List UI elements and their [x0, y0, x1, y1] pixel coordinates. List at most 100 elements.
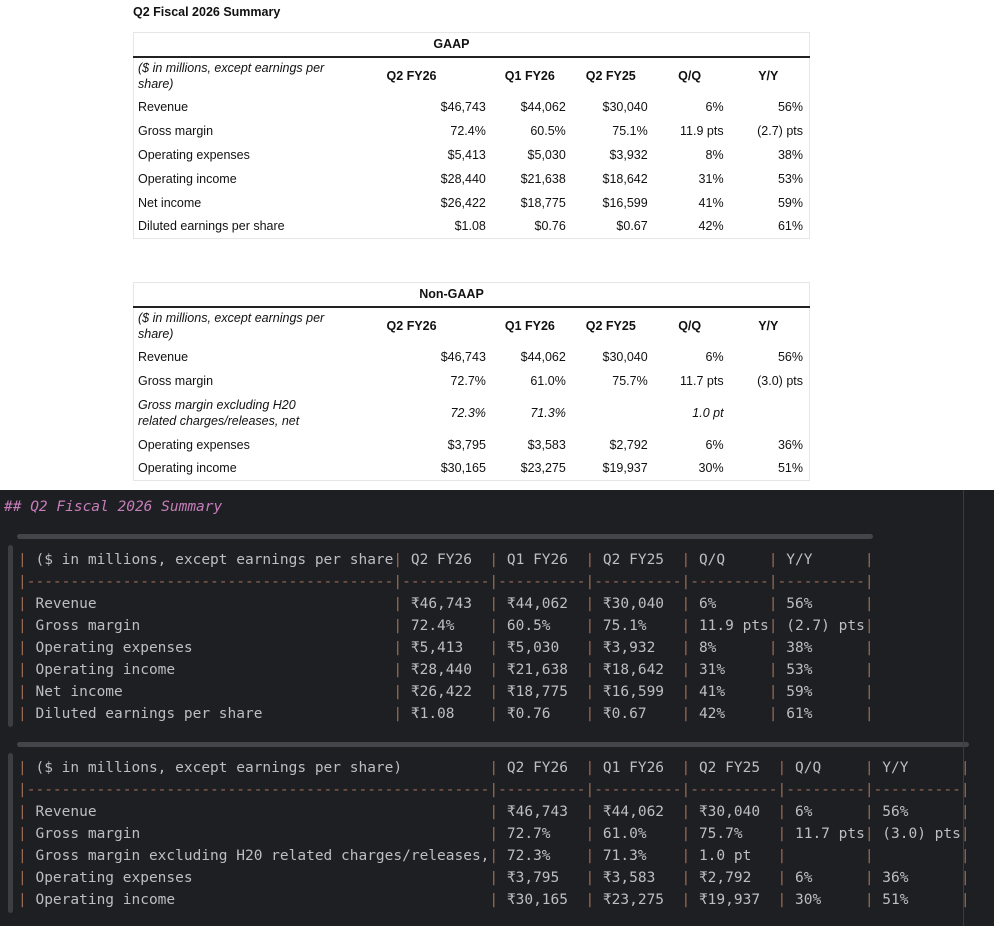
- cell-text: Y/Y: [777, 552, 865, 568]
- table-row: Operating expenses $3,795 $3,583 $2,792 6% 36…: [134, 433, 810, 457]
- cell-value: $1.08: [454, 219, 486, 234]
- pipe: |: [18, 760, 27, 776]
- cell-text: Q2 FY25: [594, 552, 682, 568]
- cell-text: Operating income: [26, 662, 394, 678]
- column-header: Q1 FY26: [504, 69, 555, 83]
- blank-cell: [651, 282, 730, 308]
- pipe: |: [489, 574, 499, 590]
- cell-text: ₹46,743: [498, 804, 586, 820]
- table-row: | Diluted earnings per share | ₹1.08 | ₹…: [18, 703, 874, 725]
- cell-value: 75.1%: [612, 123, 648, 138]
- pipe: |: [489, 870, 499, 886]
- cell-text: (3.0) pts: [873, 826, 961, 842]
- cell-text: 11.7 pts: [786, 826, 865, 842]
- pipe: |: [864, 618, 874, 634]
- cell-value: $46,743: [440, 99, 486, 114]
- cell-value: $30,040: [602, 349, 648, 364]
- column-header: Q/Q: [678, 69, 702, 83]
- separator: ----------: [873, 782, 961, 798]
- pipe: |: [18, 782, 27, 798]
- pipe: |: [393, 640, 403, 656]
- cell-text: ₹3,795: [498, 870, 586, 886]
- section-title: GAAP: [333, 32, 570, 58]
- cell-value: 59%: [777, 195, 803, 210]
- cell-value: $3,932: [609, 147, 648, 162]
- pipe: |: [777, 870, 787, 886]
- cell-value: 51%: [777, 461, 803, 476]
- pipe: |: [864, 684, 874, 700]
- cell-text: 41%: [690, 684, 769, 700]
- cell-value: (3.0) pts: [757, 373, 803, 388]
- cell-text: [786, 845, 865, 867]
- cell-text: ($ in millions, except earnings per shar…: [26, 760, 490, 776]
- cell-value: 31%: [698, 171, 724, 186]
- separator: ----------: [498, 574, 586, 590]
- pipe: |: [681, 848, 691, 864]
- pipe: |: [960, 782, 970, 798]
- cell-text: 6%: [786, 870, 865, 886]
- row-label: Revenue: [138, 349, 189, 364]
- pipe: |: [18, 870, 27, 886]
- row-label: Gross margin excluding H20 related charg…: [138, 397, 300, 428]
- pipe: |: [681, 804, 691, 820]
- pipe: |: [393, 596, 403, 612]
- pipe: |: [681, 706, 691, 722]
- cell-text: 38%: [777, 640, 865, 656]
- column-header-row: ($ in millions, except earnings per shar…: [134, 307, 810, 345]
- pipe: |: [489, 892, 499, 908]
- pipe: |: [489, 848, 499, 864]
- cell-text: Operating expenses: [26, 870, 490, 886]
- cell-value: 61.0%: [530, 373, 566, 388]
- separator: ----------: [594, 574, 682, 590]
- cell-text: Q2 FY25: [690, 760, 778, 776]
- pipe: |: [768, 618, 778, 634]
- pipe: |: [777, 892, 787, 908]
- cell-value: 8%: [705, 147, 724, 162]
- cell-value: 60.5%: [530, 123, 566, 138]
- row-label: Operating expenses: [138, 437, 250, 452]
- pipe: |: [393, 574, 403, 590]
- cell-value: 75.7%: [612, 373, 648, 388]
- separator: ---------: [786, 782, 865, 798]
- pipe: |: [864, 640, 874, 656]
- pipe: |: [777, 782, 787, 798]
- pipe: |: [777, 848, 787, 864]
- pipe: |: [18, 684, 27, 700]
- table-toolbar: [17, 742, 969, 747]
- cell-value: 61%: [777, 219, 803, 234]
- column-header: Q2 FY26: [386, 69, 437, 83]
- cell-value: 56%: [777, 349, 803, 364]
- pipe: |: [585, 618, 595, 634]
- row-label: Net income: [138, 195, 202, 210]
- pipe: |: [393, 662, 403, 678]
- cell-text: 75.7%: [690, 826, 778, 842]
- pipe: |: [18, 804, 27, 820]
- cell-text: 75.1%: [594, 618, 682, 634]
- cell-text: Gross margin: [26, 618, 394, 634]
- separator: ----------: [777, 574, 865, 590]
- table-row: Net income $26,422 $18,775 $16,599 41% 59%: [134, 191, 810, 215]
- cell-value: 36%: [777, 437, 803, 452]
- blank-cell: [569, 32, 652, 58]
- cell-text: Revenue: [26, 596, 394, 612]
- pipe: |: [768, 662, 778, 678]
- cell-value: $2,792: [609, 437, 648, 452]
- table-row: | Gross margin excluding H20 related cha…: [18, 845, 970, 867]
- table-row: | Revenue | ₹46,743 | ₹44,062 | ₹30,040 …: [18, 801, 970, 823]
- cell-value: $19,937: [602, 461, 648, 476]
- pipe: |: [681, 640, 691, 656]
- cell-value: [570, 393, 652, 433]
- table-row: Gross margin excluding H20 related charg…: [134, 393, 810, 433]
- pipe: |: [585, 826, 595, 842]
- markdown-editor[interactable]: ## Q2 Fiscal 2026 Summary | ($ in millio…: [0, 490, 994, 926]
- markdown-heading: ## Q2 Fiscal 2026 Summary: [4, 499, 223, 515]
- cell-text: ₹19,937: [690, 892, 778, 908]
- rendered-preview: Q2 Fiscal 2026 Summary GAAP ($ in million…: [133, 5, 810, 481]
- pipe: |: [768, 684, 778, 700]
- cell-value: 6%: [705, 349, 724, 364]
- pipe: |: [864, 596, 874, 612]
- pipe: |: [18, 640, 27, 656]
- cell-text: ₹26,422: [402, 684, 490, 700]
- cell-text: 42%: [690, 706, 769, 722]
- cell-value: $3,583: [527, 437, 566, 452]
